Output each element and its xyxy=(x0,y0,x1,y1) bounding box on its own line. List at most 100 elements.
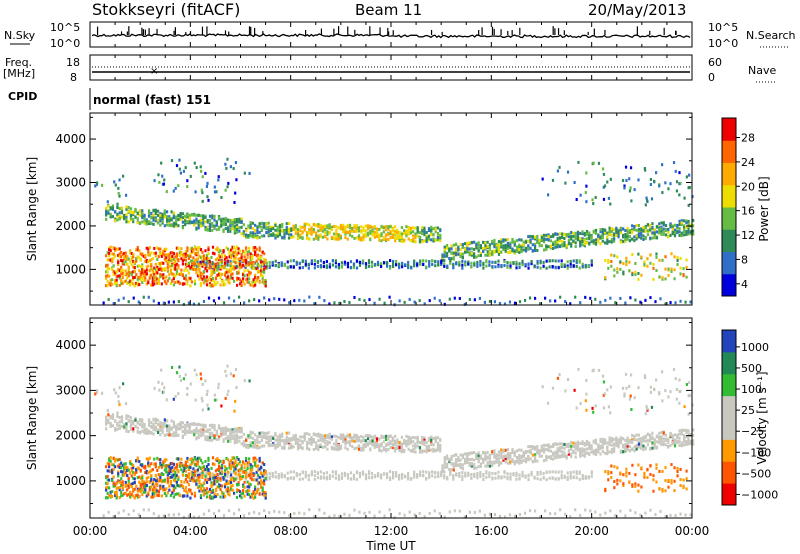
power-cell xyxy=(118,207,121,211)
power-cell xyxy=(105,217,108,221)
velocity-cell xyxy=(278,442,282,446)
velocity-cell xyxy=(274,446,277,450)
power-cell xyxy=(357,237,361,241)
power-cell xyxy=(292,265,295,269)
power-cell xyxy=(661,277,664,281)
velocity-cell xyxy=(240,430,243,434)
power-cell xyxy=(246,273,249,277)
power-cell xyxy=(628,229,631,233)
power-cell xyxy=(179,217,182,221)
velocity-cell xyxy=(484,454,487,458)
power-cell xyxy=(502,244,505,248)
power-cell xyxy=(286,260,289,264)
velocity-cell xyxy=(468,464,471,468)
velocity-cell xyxy=(268,472,271,476)
power-cell xyxy=(211,277,215,281)
power-cell xyxy=(157,301,160,305)
velocity-cell xyxy=(680,428,683,432)
velocity-cell xyxy=(603,438,607,442)
power-cell xyxy=(419,259,422,263)
velocity-cell xyxy=(371,439,374,443)
power-cell xyxy=(147,260,150,264)
power-cell xyxy=(231,264,234,268)
velocity-cell xyxy=(565,444,568,448)
velocity-cell xyxy=(184,432,187,436)
power-cell xyxy=(493,249,496,253)
power-cell xyxy=(391,229,394,233)
power-cell xyxy=(138,283,141,287)
power-cell xyxy=(430,230,433,234)
power-cell xyxy=(625,178,628,182)
power-cell xyxy=(624,301,627,305)
velocity-cell xyxy=(348,435,352,439)
velocity-cell xyxy=(540,448,543,452)
power-cell xyxy=(232,167,235,171)
power-cell xyxy=(606,180,609,184)
power-cell xyxy=(199,275,203,279)
power-cell xyxy=(476,264,479,268)
power-cell xyxy=(560,259,563,263)
power-cell xyxy=(207,278,210,282)
power-cell xyxy=(640,255,643,259)
power-cell xyxy=(430,225,433,229)
power-cell xyxy=(378,233,381,237)
velocity-cell xyxy=(651,431,654,435)
velocity-cell xyxy=(493,450,496,454)
power-cell xyxy=(122,174,125,178)
power-cell xyxy=(205,283,209,287)
velocity-cell xyxy=(414,450,417,454)
velocity-cell xyxy=(653,443,656,447)
power-cell xyxy=(248,299,251,303)
power-colorbar-swatch xyxy=(722,184,736,208)
power-cell xyxy=(680,222,683,226)
power-cell xyxy=(421,230,424,234)
velocity-cell xyxy=(240,442,243,446)
velocity-cell xyxy=(143,422,146,426)
power-cell xyxy=(139,278,142,282)
velocity-cell xyxy=(290,446,293,450)
velocity-cell xyxy=(540,446,543,450)
power-cell xyxy=(585,241,589,245)
power-cell xyxy=(396,231,399,235)
power-cell xyxy=(613,268,616,272)
power-cell xyxy=(467,262,470,266)
power-cell xyxy=(518,300,522,304)
power-cell xyxy=(257,257,260,261)
power-cell xyxy=(229,262,233,266)
power-cell xyxy=(313,302,316,306)
power-cell xyxy=(254,276,257,280)
power-cell xyxy=(154,208,157,212)
power-cell xyxy=(170,159,174,163)
power-cell xyxy=(208,262,212,266)
power-cell xyxy=(139,275,142,279)
power-cell xyxy=(482,250,485,254)
power-cell xyxy=(527,262,530,266)
power-cell xyxy=(578,266,581,270)
power-cell xyxy=(249,265,252,269)
velocity-cell xyxy=(432,443,435,447)
power-cell xyxy=(382,261,386,265)
power-cell xyxy=(353,225,356,229)
power-cell xyxy=(384,228,388,232)
velocity-cell xyxy=(556,449,559,453)
velocity-cell xyxy=(132,427,135,431)
power-cell xyxy=(263,267,266,271)
velocity-cell xyxy=(685,439,688,443)
velocity-cell xyxy=(477,454,480,458)
power-cell xyxy=(352,266,356,270)
power-cell xyxy=(229,227,232,231)
velocity-cell xyxy=(116,427,119,431)
velocity-cell xyxy=(651,435,654,439)
power-cell xyxy=(145,272,148,276)
power-cell xyxy=(249,258,252,262)
power-cell xyxy=(215,190,218,194)
velocity-cell xyxy=(513,454,516,458)
power-cell xyxy=(625,259,628,263)
power-cell xyxy=(105,211,108,215)
power-cell xyxy=(195,247,198,251)
power-cell xyxy=(238,278,242,282)
power-cell xyxy=(243,282,246,286)
power-cell xyxy=(153,179,156,183)
velocity-cell xyxy=(147,423,151,427)
velocity-cell xyxy=(143,431,146,435)
